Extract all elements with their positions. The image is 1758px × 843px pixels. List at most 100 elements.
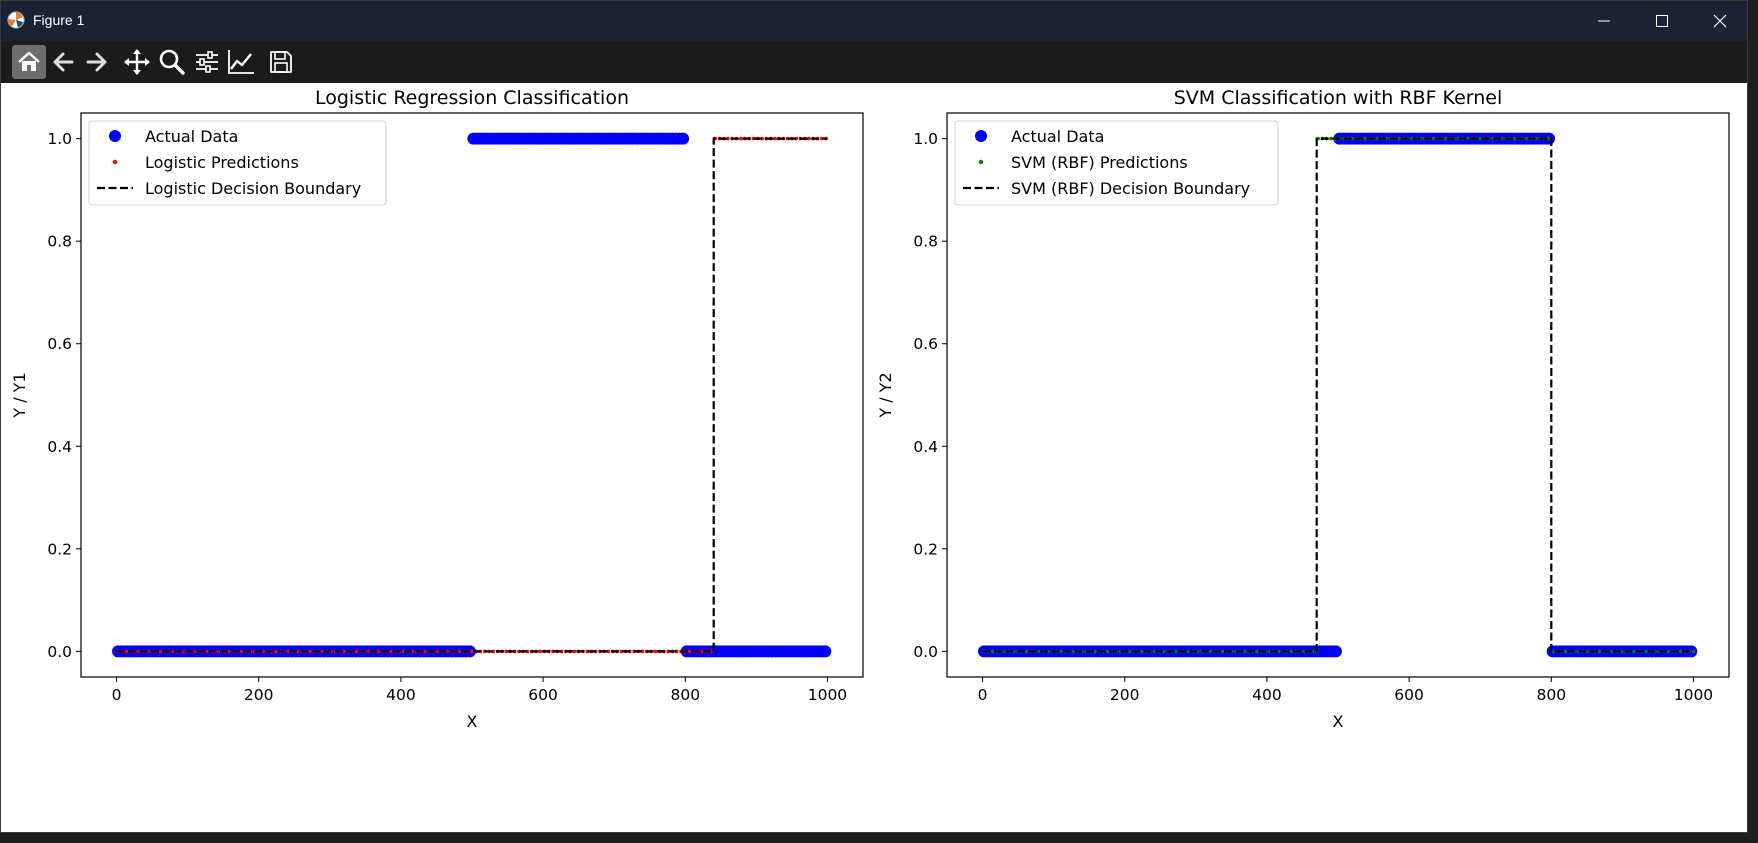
prediction-point [1444, 136, 1448, 141]
forward-arrow-icon [86, 52, 107, 72]
data-point [1685, 645, 1698, 658]
prediction-point [538, 649, 542, 654]
maximize-icon [1656, 15, 1668, 27]
y-tick-label: 0.2 [913, 540, 938, 558]
save-button[interactable] [264, 45, 298, 79]
y-tick-label: 0.6 [47, 335, 72, 353]
decision-boundary-line [116, 137, 828, 653]
prediction-point [807, 136, 811, 141]
prediction-point [1631, 649, 1636, 654]
legend-label: Logistic Predictions [145, 153, 299, 172]
prediction-point [205, 649, 210, 654]
prediction-point [1678, 649, 1683, 654]
home-icon [18, 51, 40, 71]
prediction-point [1140, 649, 1144, 654]
prediction-point [990, 649, 995, 654]
series-points [978, 132, 1698, 658]
x-tick-label: 800 [670, 686, 700, 704]
prediction-point [1221, 649, 1225, 654]
prediction-point [1431, 136, 1436, 141]
prediction-point [1563, 649, 1568, 654]
prediction-point [1363, 136, 1367, 141]
zoom-icon [159, 49, 185, 75]
prediction-point [687, 649, 692, 654]
x-tick-label: 600 [528, 686, 558, 704]
home-button[interactable] [12, 45, 46, 79]
prediction-point [1071, 649, 1076, 654]
prediction-point [619, 649, 624, 654]
back-button[interactable] [46, 45, 80, 79]
prediction-point [239, 649, 244, 654]
figure-svg[interactable]: Logistic Regression Classification 0 200 40… [1, 83, 1748, 833]
prediction-point [1289, 649, 1293, 654]
forward-button[interactable] [80, 45, 114, 79]
y-tick-label: 0.0 [913, 643, 938, 661]
prediction-point [738, 136, 743, 141]
edit-axis-icon [228, 50, 254, 74]
zoom-button[interactable] [155, 45, 189, 79]
y-tick-label: 0.4 [47, 438, 72, 456]
axes-frame [80, 112, 864, 678]
legend-box [954, 120, 1279, 206]
axes-frame [946, 112, 1730, 678]
minimize-button[interactable] [1575, 1, 1633, 41]
x-tick-label: 200 [244, 686, 274, 704]
figure-canvas[interactable]: Logistic Regression Classification 0 200 40… [1, 83, 1748, 833]
minimize-icon [1598, 20, 1610, 22]
data-point [1329, 645, 1342, 658]
y-tick-label: 0.8 [47, 233, 72, 251]
maximize-button[interactable] [1633, 1, 1691, 41]
prediction-point [1255, 649, 1259, 654]
prediction-point [1397, 136, 1401, 141]
prediction-point [158, 649, 163, 654]
pan-icon [124, 49, 150, 75]
prediction-point [192, 649, 197, 654]
legend-label: Actual Data [145, 127, 238, 146]
y-tick-label: 0.4 [913, 438, 938, 456]
prediction-point [653, 649, 658, 654]
prediction-point [1058, 649, 1063, 654]
x-tick-label: 0 [112, 686, 122, 704]
x-axis-label: X [467, 712, 478, 731]
series-small-points [116, 136, 828, 654]
legend: Actual Data SVM (RBF) Predictions SVM (RBF… [954, 120, 1279, 206]
edit-axis-button[interactable] [224, 45, 258, 79]
prediction-point [1329, 136, 1333, 141]
chart-panel-2: SVM Classification with RBF Kernel 0 200 40… [876, 87, 1730, 731]
prediction-point [1105, 649, 1110, 654]
legend-label: Logistic Decision Boundary [145, 179, 361, 198]
pan-button[interactable] [120, 45, 154, 79]
prediction-point [308, 649, 312, 654]
y-axis-label: Y / Y1 [10, 372, 29, 418]
legend-marker [109, 130, 121, 142]
x-tick-label: 400 [1252, 686, 1282, 704]
series-dashed-line [116, 137, 828, 653]
legend-marker [978, 159, 984, 165]
configure-subplots-button[interactable] [190, 45, 224, 79]
prediction-point [773, 136, 777, 141]
title-bar[interactable]: Figure 1 [1, 1, 1747, 41]
prediction-point [1024, 649, 1029, 654]
prediction-point [457, 649, 462, 654]
prediction-point [423, 649, 427, 654]
close-button[interactable] [1691, 1, 1747, 41]
series-points [112, 132, 832, 658]
matplotlib-icon [7, 11, 25, 29]
legend-box [88, 120, 387, 206]
prediction-point [572, 649, 577, 654]
x-tick-label: 0 [978, 686, 988, 704]
navigation-toolbar [1, 41, 1747, 83]
prediction-point [1666, 649, 1670, 654]
y-tick-label: 0.2 [47, 540, 72, 558]
y-tick-label: 0.6 [913, 335, 938, 353]
chart-title: Logistic Regression Classification [315, 87, 629, 109]
x-tick-label: 800 [1536, 686, 1566, 704]
prediction-point [606, 649, 611, 654]
prediction-point [389, 649, 393, 654]
y-tick-label: 1.0 [47, 130, 72, 148]
prediction-point [1597, 649, 1602, 654]
window-title: Figure 1 [33, 12, 85, 28]
save-icon [270, 51, 292, 73]
y-tick-label: 1.0 [913, 130, 938, 148]
